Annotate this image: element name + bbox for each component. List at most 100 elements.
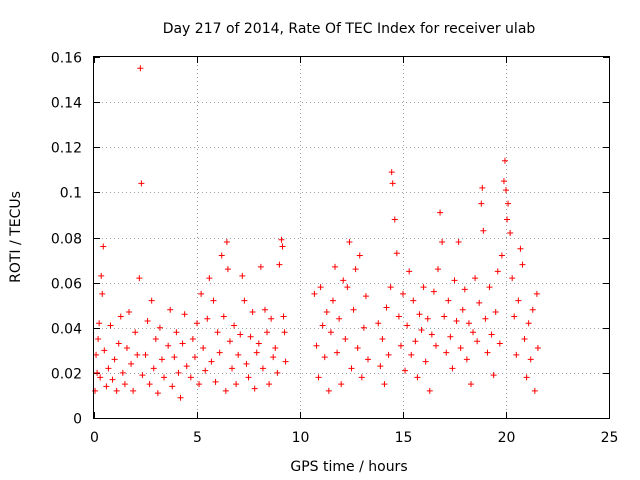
roti-point [505, 200, 512, 207]
roti-point [270, 354, 277, 361]
roti-point [101, 347, 108, 354]
roti-point [443, 349, 450, 356]
roti-point [492, 308, 499, 315]
roti-point [117, 313, 124, 320]
roti-point [414, 374, 421, 381]
roti-point [338, 381, 345, 388]
roti-point [161, 374, 168, 381]
roti-point [360, 324, 367, 331]
roti-point [95, 336, 102, 343]
roti-point [251, 385, 258, 392]
y-tick-label: 0.08 [51, 232, 82, 248]
roti-point [123, 345, 130, 352]
roti-point [511, 313, 518, 320]
roti-point [474, 338, 481, 345]
x-tick-label: 0 [90, 430, 99, 446]
roti-point [206, 275, 213, 282]
roti-point [136, 275, 143, 282]
y-tick-label: 0.06 [51, 277, 82, 293]
roti-point [99, 290, 106, 297]
roti-point [313, 342, 320, 349]
roti-point [416, 311, 423, 318]
roti-point [279, 243, 286, 250]
roti-point [183, 363, 190, 370]
roti-point [494, 268, 501, 275]
roti-point [247, 333, 254, 340]
roti-point [325, 387, 332, 394]
roti-point [175, 369, 182, 376]
roti-point [216, 349, 223, 356]
roti-point [479, 184, 486, 191]
roti-point [137, 65, 144, 72]
roti-point [531, 387, 538, 394]
roti-point [383, 304, 390, 311]
roti-point [455, 239, 462, 246]
roti-point [223, 239, 230, 246]
roti-point [387, 284, 394, 291]
roti-point [352, 266, 359, 273]
roti-point [264, 329, 271, 336]
roti-point [212, 378, 219, 385]
roti-point [340, 277, 347, 284]
roti-point [119, 369, 126, 376]
x-tick-label: 25 [601, 430, 619, 446]
roti-point [210, 297, 217, 304]
roti-point [214, 329, 221, 336]
roti-point [177, 394, 184, 401]
roti-point [148, 297, 155, 304]
roti-point [173, 329, 180, 336]
roti-point [465, 320, 472, 327]
roti-point [109, 376, 116, 383]
roti-point [388, 169, 395, 176]
roti-point [181, 311, 188, 318]
roti-point [272, 345, 279, 352]
roti-point [482, 315, 489, 322]
roti-point [103, 383, 110, 390]
roti-point [126, 308, 133, 315]
roti-point [100, 243, 107, 250]
y-axis-ticks: 0 0.02 0.04 0.06 0.08 0.1 0.12 0.14 0.16 [51, 51, 609, 428]
roti-point [266, 381, 273, 388]
roti-point [379, 336, 386, 343]
roti-point [404, 322, 411, 329]
roti-point [437, 209, 444, 216]
roti-point [476, 299, 483, 306]
roti-point [194, 320, 200, 327]
roti-point [484, 349, 491, 356]
roti-point [470, 329, 477, 336]
roti-point [281, 329, 288, 336]
roti-point [509, 275, 516, 282]
roti-point [179, 340, 186, 347]
roti-point [426, 387, 433, 394]
roti-point [144, 317, 151, 324]
roti-point [393, 250, 400, 257]
roti-point [432, 342, 439, 349]
roti-point [202, 367, 209, 374]
roti-point [453, 317, 460, 324]
roti-point [389, 180, 396, 187]
roti-point [346, 239, 353, 246]
x-tick-label: 10 [292, 430, 310, 446]
roti-point [196, 381, 203, 388]
roti-point [218, 252, 225, 259]
roti-point [496, 340, 503, 347]
roti-point [282, 358, 289, 365]
roti-point [204, 315, 211, 322]
roti-point [344, 284, 351, 291]
roti-point [115, 340, 122, 347]
y-tick-label: 0.02 [51, 367, 82, 383]
roti-point [418, 327, 425, 334]
roti-point [435, 266, 442, 273]
roti-point [171, 354, 178, 361]
roti-point [280, 313, 287, 320]
roti-point [410, 297, 417, 304]
roti-point [400, 290, 406, 297]
roti-point [529, 306, 536, 313]
roti-point [226, 338, 233, 345]
roti-point [268, 315, 275, 322]
roti-point [121, 381, 128, 388]
roti-point [527, 356, 534, 363]
roti-point [459, 306, 466, 313]
x-axis-ticks: 0 5 10 15 20 25 [90, 57, 618, 446]
